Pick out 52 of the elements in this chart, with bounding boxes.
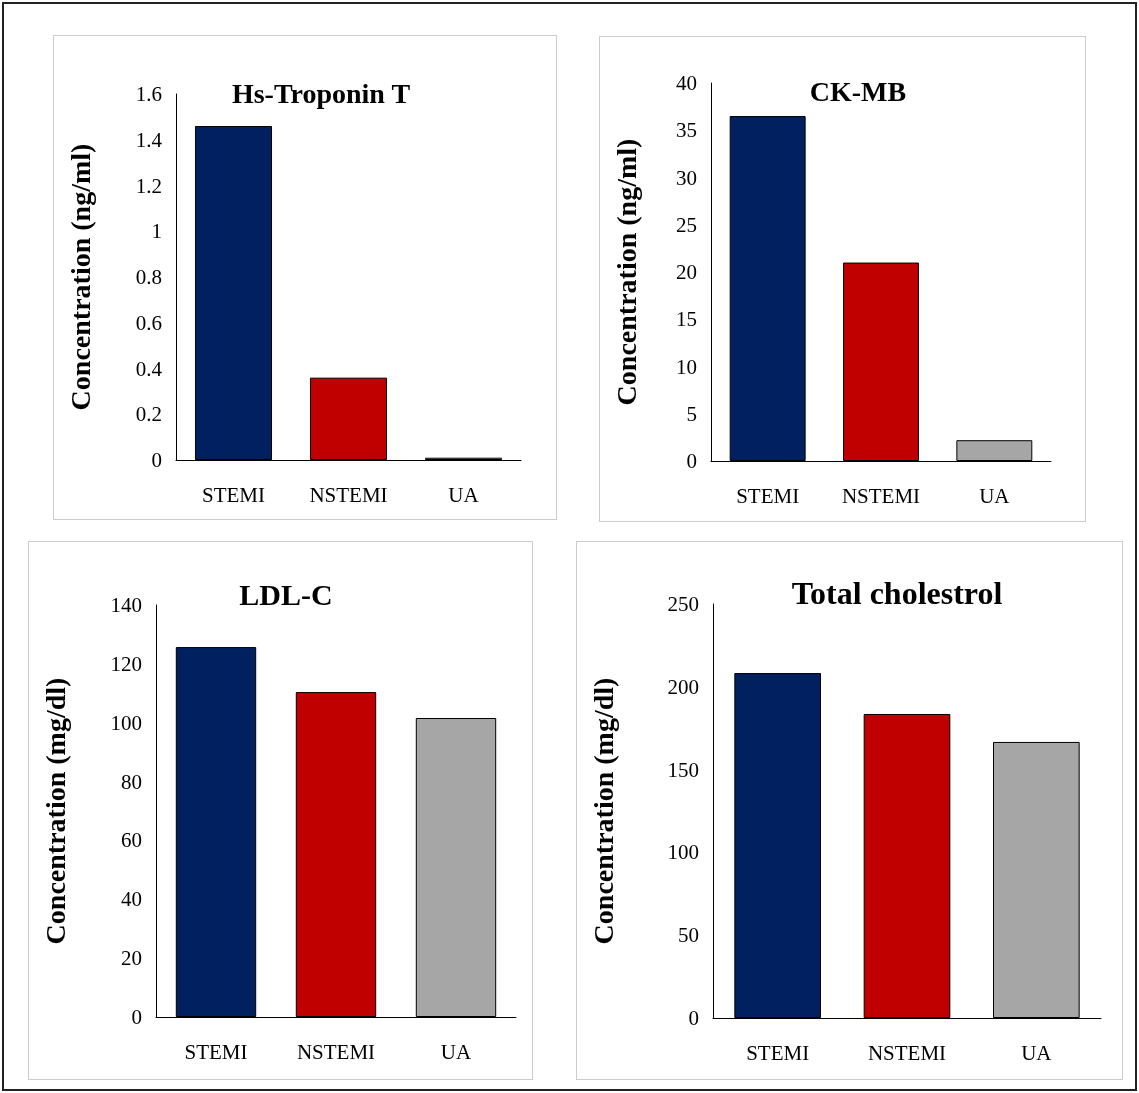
y-tick-label: 100 xyxy=(110,710,142,735)
y-tick-label: 0.8 xyxy=(135,265,162,289)
y-tick-label: 150 xyxy=(667,757,699,782)
y-tick-label: 60 xyxy=(121,828,142,853)
y-tick-label: 1 xyxy=(151,219,162,244)
y-tick-label: 1.2 xyxy=(135,173,162,198)
y-tick-label: 200 xyxy=(667,674,699,699)
y-tick-label: 20 xyxy=(121,946,142,971)
x-tick-label: NSTEMI xyxy=(841,483,921,508)
y-tick-label: 100 xyxy=(667,840,699,865)
y-tick-label: 1.4 xyxy=(135,127,163,152)
y-tick-label: 0 xyxy=(151,448,162,472)
x-tick-label: UA xyxy=(440,1039,472,1064)
y-tick-label: 20 xyxy=(676,260,697,284)
y-tick-label: 40 xyxy=(121,887,142,912)
y-tick-label: 140 xyxy=(110,593,142,617)
y-tick-label: 0 xyxy=(131,1005,142,1029)
x-tick-label: NSTEMI xyxy=(309,482,388,507)
x-tick-label: NSTEMI xyxy=(867,1040,947,1065)
y-tick-label: 15 xyxy=(676,307,697,332)
y-axis-title: Concentration (ng/ml) xyxy=(610,138,642,406)
y-tick-label: 30 xyxy=(676,165,697,190)
y-axis-title: Concentration (mg/dl) xyxy=(39,677,71,945)
y-tick-label: 80 xyxy=(121,769,142,794)
y-tick-label: 120 xyxy=(110,651,142,676)
chart-title: CK-MB xyxy=(809,75,907,107)
x-tick-label: UA xyxy=(1021,1040,1053,1065)
y-tick-label: 35 xyxy=(676,118,697,143)
y-tick-label: 50 xyxy=(678,923,699,948)
x-tick-label: STEMI xyxy=(736,483,800,508)
y-axis-title: Concentration (ng/ml) xyxy=(64,143,96,411)
y-tick-label: 0 xyxy=(688,1006,699,1030)
x-tick-label: UA xyxy=(979,483,1011,508)
y-tick-label: 0.6 xyxy=(135,310,162,335)
x-tick-label: STEMI xyxy=(184,1039,248,1064)
x-tick-label: STEMI xyxy=(746,1040,810,1065)
y-tick-label: 1.6 xyxy=(135,82,162,106)
y-tick-label: 40 xyxy=(676,71,697,95)
y-tick-label: 0.2 xyxy=(135,402,162,427)
y-tick-label: 25 xyxy=(676,212,697,237)
y-axis-title: Concentration (mg/dl) xyxy=(587,677,619,945)
x-tick-label: UA xyxy=(448,482,480,507)
x-tick-label: NSTEMI xyxy=(296,1039,376,1064)
y-tick-label: 10 xyxy=(676,354,697,379)
y-tick-label: 0 xyxy=(686,449,697,473)
y-tick-label: 0.4 xyxy=(135,356,163,381)
x-tick-label: STEMI xyxy=(202,482,266,507)
y-tick-label: 250 xyxy=(667,592,699,616)
chart-title: LDL-C xyxy=(239,577,333,611)
chart-title: Total cholestrol xyxy=(791,575,1003,611)
chart-title: Hs-Troponin T xyxy=(231,77,411,109)
y-tick-label: 5 xyxy=(686,401,697,426)
